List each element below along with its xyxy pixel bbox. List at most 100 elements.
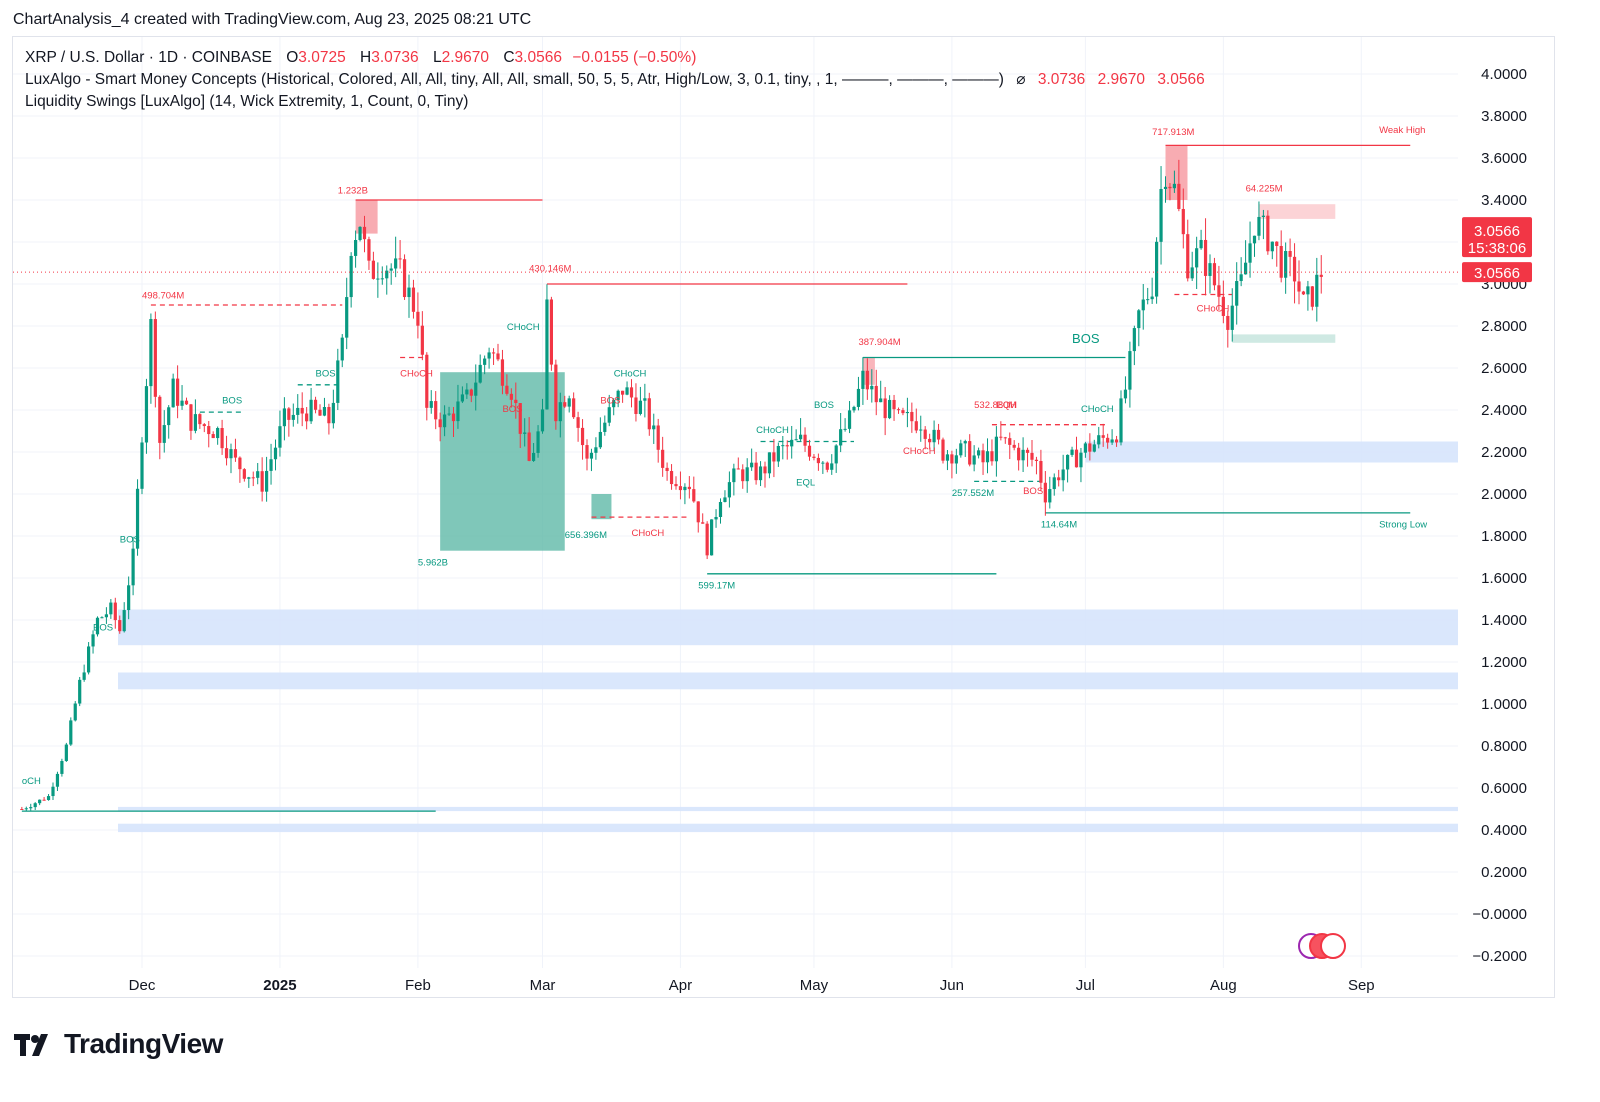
candle-body[interactable] — [723, 497, 727, 502]
candle-body[interactable] — [313, 399, 318, 410]
candle-body[interactable] — [104, 614, 108, 618]
candle-body[interactable] — [527, 432, 531, 461]
candle-body[interactable] — [322, 407, 327, 416]
candle-body[interactable] — [189, 404, 193, 431]
candle-body[interactable] — [905, 411, 909, 414]
candle-body[interactable] — [647, 398, 651, 430]
candle-body[interactable] — [340, 337, 344, 361]
candle-body[interactable] — [447, 413, 451, 415]
candle-body[interactable] — [785, 445, 789, 447]
candle-body[interactable] — [643, 398, 647, 401]
candle-body[interactable] — [1159, 189, 1163, 242]
demand-zone[interactable] — [118, 609, 1458, 646]
candle-body[interactable] — [1172, 183, 1176, 189]
candle-body[interactable] — [354, 240, 358, 256]
candle-body[interactable] — [1008, 438, 1012, 445]
candle-body[interactable] — [945, 454, 950, 461]
candle-body[interactable] — [750, 462, 754, 468]
economic-event-icon[interactable] — [1320, 933, 1346, 959]
candle-body[interactable] — [478, 364, 482, 383]
candle-body[interactable] — [33, 803, 37, 808]
candle-body[interactable] — [718, 501, 723, 518]
candle-body[interactable] — [1003, 437, 1007, 439]
candle-body[interactable] — [1114, 439, 1119, 443]
candle-body[interactable] — [621, 390, 625, 395]
candle-body[interactable] — [794, 439, 798, 441]
bullish-order-block[interactable] — [591, 494, 612, 520]
candle-body[interactable] — [434, 401, 438, 420]
candle-body[interactable] — [1297, 281, 1301, 292]
candle-body[interactable] — [990, 451, 994, 462]
candle-body[interactable] — [451, 413, 456, 422]
candle-body[interactable] — [638, 400, 642, 414]
candle-body[interactable] — [273, 447, 278, 460]
candle-body[interactable] — [901, 410, 905, 414]
candle-body[interactable] — [1199, 239, 1203, 249]
candle-body[interactable] — [1034, 459, 1039, 461]
candle-body[interactable] — [193, 414, 197, 431]
candle-body[interactable] — [963, 441, 967, 444]
bullish-order-block[interactable] — [440, 372, 565, 551]
candle-body[interactable] — [518, 403, 522, 434]
candle-body[interactable] — [754, 462, 758, 481]
candle-body[interactable] — [1270, 241, 1274, 252]
candle-body[interactable] — [732, 468, 736, 483]
candle-body[interactable] — [607, 407, 611, 423]
candle-body[interactable] — [24, 808, 28, 810]
candle-body[interactable] — [612, 400, 616, 408]
candle-body[interactable] — [1057, 477, 1061, 481]
candle-body[interactable] — [1226, 315, 1230, 330]
indicator-smc-label[interactable]: LuxAlgo - Smart Money Concepts (Historic… — [25, 71, 1004, 88]
candle-body[interactable] — [1217, 285, 1221, 297]
candle-body[interactable] — [282, 408, 286, 427]
candle-body[interactable] — [380, 278, 384, 280]
candle-body[interactable] — [220, 428, 224, 449]
candle-body[interactable] — [291, 414, 295, 420]
candle-body[interactable] — [763, 466, 767, 474]
candle-body[interactable] — [910, 411, 914, 422]
candle-body[interactable] — [1186, 234, 1190, 279]
candle-body[interactable] — [661, 449, 665, 468]
candle-body[interactable] — [1150, 296, 1154, 300]
candle-body[interactable] — [1248, 243, 1252, 263]
candle-body[interactable] — [554, 364, 558, 422]
candle-body[interactable] — [954, 455, 958, 464]
candle-body[interactable] — [82, 672, 86, 680]
candle-body[interactable] — [523, 432, 527, 434]
candle-body[interactable] — [589, 452, 594, 459]
candle-body[interactable] — [491, 352, 496, 354]
candle-body[interactable] — [1306, 286, 1310, 295]
candle-body[interactable] — [505, 385, 509, 394]
candle-body[interactable] — [1039, 460, 1043, 483]
candle-body[interactable] — [1177, 183, 1181, 209]
candle-body[interactable] — [1244, 262, 1248, 275]
candle-body[interactable] — [839, 429, 843, 446]
candle-body[interactable] — [242, 469, 246, 479]
candle-body[interactable] — [1128, 351, 1132, 390]
candle-body[interactable] — [994, 436, 998, 462]
candle-body[interactable] — [109, 602, 113, 615]
candle-body[interactable] — [985, 451, 990, 463]
candle-body[interactable] — [1079, 452, 1083, 468]
tradingview-logo[interactable]: TradingView — [14, 1028, 223, 1060]
candle-body[interactable] — [781, 445, 785, 447]
candle-body[interactable] — [812, 456, 816, 458]
candle-body[interactable] — [1212, 263, 1217, 286]
candle-body[interactable] — [385, 270, 389, 279]
candle-body[interactable] — [1146, 299, 1150, 301]
candle-body[interactable] — [741, 469, 745, 482]
candle-body[interactable] — [224, 448, 229, 459]
candle-body[interactable] — [425, 354, 429, 408]
candle-body[interactable] — [1315, 274, 1319, 307]
candle-body[interactable] — [714, 517, 718, 520]
candle-body[interactable] — [140, 442, 144, 489]
candle-body[interactable] — [874, 385, 878, 403]
candle-body[interactable] — [821, 462, 825, 464]
candle-body[interactable] — [803, 434, 807, 446]
demand-zone[interactable] — [1085, 441, 1458, 463]
candle-body[interactable] — [545, 299, 549, 410]
candle-body[interactable] — [540, 409, 545, 432]
candle-body[interactable] — [309, 399, 313, 422]
candle-body[interactable] — [847, 410, 852, 429]
